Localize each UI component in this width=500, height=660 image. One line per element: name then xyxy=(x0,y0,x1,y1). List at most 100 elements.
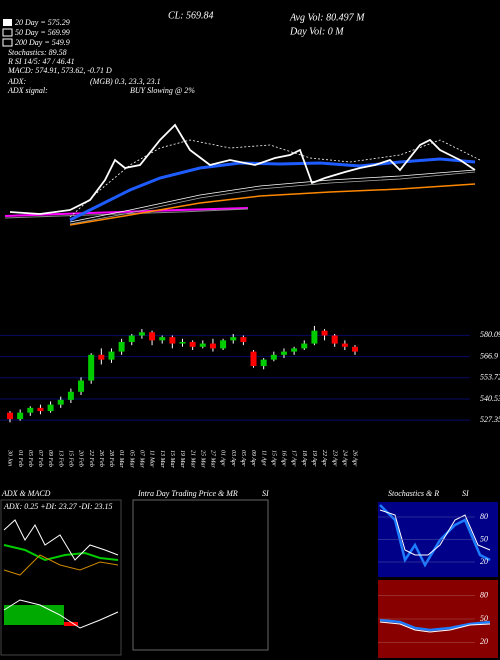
x-tick-label: 05 Apr xyxy=(240,450,246,467)
y-tick-label: 540.53 xyxy=(480,394,500,403)
candle-body xyxy=(220,340,227,349)
candle-body xyxy=(209,343,216,349)
y-tick-label: 566.9 xyxy=(480,351,498,360)
day-volume: Day Vol: 0 M xyxy=(289,26,344,37)
legend-swatch xyxy=(2,38,13,47)
panel-title: SI xyxy=(462,489,469,498)
x-tick-label: 07 Feb xyxy=(37,450,43,467)
x-tick-label: 15 Mar xyxy=(169,450,175,468)
candle-body xyxy=(230,337,237,341)
candle-body xyxy=(149,332,156,341)
y-tick-label: 580.09 xyxy=(480,330,500,339)
x-tick-label: 27 Mar xyxy=(210,450,216,468)
candle-body xyxy=(189,341,196,347)
y-tick-label: 80 xyxy=(480,512,488,521)
y-tick-label: 50 xyxy=(480,534,488,543)
di-line xyxy=(3,554,119,576)
x-tick-label: 15 Apr xyxy=(270,450,276,467)
candle-body xyxy=(301,343,308,349)
candle-body xyxy=(311,330,318,344)
candle-body xyxy=(352,346,358,352)
candle-panel: 527.35 540.53 553.72 566.9 580.09 30 Jan 01 Fe… xyxy=(0,325,500,468)
x-tick-label: 01 Feb xyxy=(17,450,23,467)
osc-ticks: 80 50 20 80 50 20 xyxy=(378,512,488,646)
x-tick-label: 11 Apr xyxy=(260,450,266,467)
intraday-panel xyxy=(132,499,269,651)
candle-body xyxy=(280,351,287,355)
candle-body xyxy=(27,407,34,413)
x-tick-label: 01 Mar xyxy=(118,450,124,468)
macd-hist xyxy=(4,605,64,625)
adx-signal-value: BUY Slowing @ 2% xyxy=(130,86,195,95)
candle-body xyxy=(169,337,176,344)
ma200: 200 Day = 549.9 xyxy=(15,38,70,47)
ma-line xyxy=(69,139,481,218)
adx-signal: ADX signal: xyxy=(7,86,48,95)
avg-volume: Avg Vol: 80.497 M xyxy=(289,12,365,23)
x-tick-label: 19 Mar xyxy=(179,450,185,468)
adx-values: (MGB) 0.3, 23.3, 23.1 xyxy=(90,77,161,86)
x-tick-label: 26 Apr xyxy=(352,450,358,467)
x-tick-label: 05 Mar xyxy=(128,450,134,468)
candle-body xyxy=(291,348,298,352)
x-tick-label: 11 Mar xyxy=(149,450,155,468)
macd-hist xyxy=(64,622,78,626)
di-line xyxy=(3,519,119,561)
candle-body xyxy=(159,337,166,341)
x-tick-label: 19 Apr xyxy=(311,450,317,467)
adx-panel xyxy=(0,499,122,656)
x-tick-label: 20 Feb xyxy=(78,450,84,467)
rsi: R SI 14/5: 47 / 46.41 xyxy=(7,57,75,66)
candle-body xyxy=(270,354,277,360)
panel-title: Intra Day Trading Price & MR xyxy=(137,489,238,498)
adx: ADX: xyxy=(7,77,27,86)
x-tick-label: 26 Feb xyxy=(98,450,104,467)
candle-body xyxy=(7,412,13,420)
x-tick-label: 21 Mar xyxy=(189,450,195,468)
ma-line xyxy=(69,183,476,226)
x-tick-label: 05 Feb xyxy=(27,450,33,467)
x-tick-label: 15 Feb xyxy=(68,450,74,467)
candle-body xyxy=(179,341,186,344)
x-tick-label: 25 Mar xyxy=(199,450,205,468)
ma20: 20 Day = 575.29 xyxy=(15,18,70,27)
candle-body xyxy=(138,332,145,336)
osc-lines xyxy=(379,504,491,633)
x-tick-label: 01 Apr xyxy=(220,450,226,467)
close-price: CL: 569.84 xyxy=(168,10,214,21)
y-tick-label: 20 xyxy=(480,637,488,646)
x-tick-label: 13 Feb xyxy=(57,450,63,467)
ma-panel xyxy=(4,123,481,226)
y-tick-label: 527.35 xyxy=(480,415,500,424)
candle-body xyxy=(57,399,64,405)
macd: MACD: 574.91, 573.62, -0.71 D xyxy=(7,66,112,75)
stochastics: Stochastics: 89.58 xyxy=(8,48,67,57)
stoch-line xyxy=(379,509,491,556)
legend-swatch xyxy=(3,19,12,26)
x-tick-label: 24 Apr xyxy=(341,450,348,467)
candle-body xyxy=(128,335,135,342)
candle-body xyxy=(78,380,85,392)
candle-body xyxy=(240,337,247,342)
x-tick-label: 28 Feb xyxy=(108,450,114,467)
candle-body xyxy=(341,343,348,347)
adx-text: ADX: 0.25 +DI: 23.27 -DI: 23.15 xyxy=(3,502,113,511)
legend-swatch xyxy=(2,28,13,37)
panel-title: ADX & MACD xyxy=(1,489,51,498)
candle-body xyxy=(47,404,54,412)
candle-body xyxy=(37,407,44,412)
x-tick-label: 03 Apr xyxy=(230,450,236,467)
candle-body xyxy=(260,359,267,367)
x-tick-label: 22 Apr xyxy=(321,450,327,467)
candle-body xyxy=(321,330,328,336)
ma-line xyxy=(69,171,476,225)
x-tick-label: 09 Feb xyxy=(47,450,53,467)
ma-line xyxy=(4,208,249,219)
adx-line xyxy=(3,544,119,562)
x-tick-label: 07 Mar xyxy=(139,450,145,468)
candle-body xyxy=(17,412,24,420)
candle-body xyxy=(108,351,115,360)
y-tick-label: 80 xyxy=(480,590,488,599)
ma50: 50 Day = 569.99 xyxy=(15,28,70,37)
